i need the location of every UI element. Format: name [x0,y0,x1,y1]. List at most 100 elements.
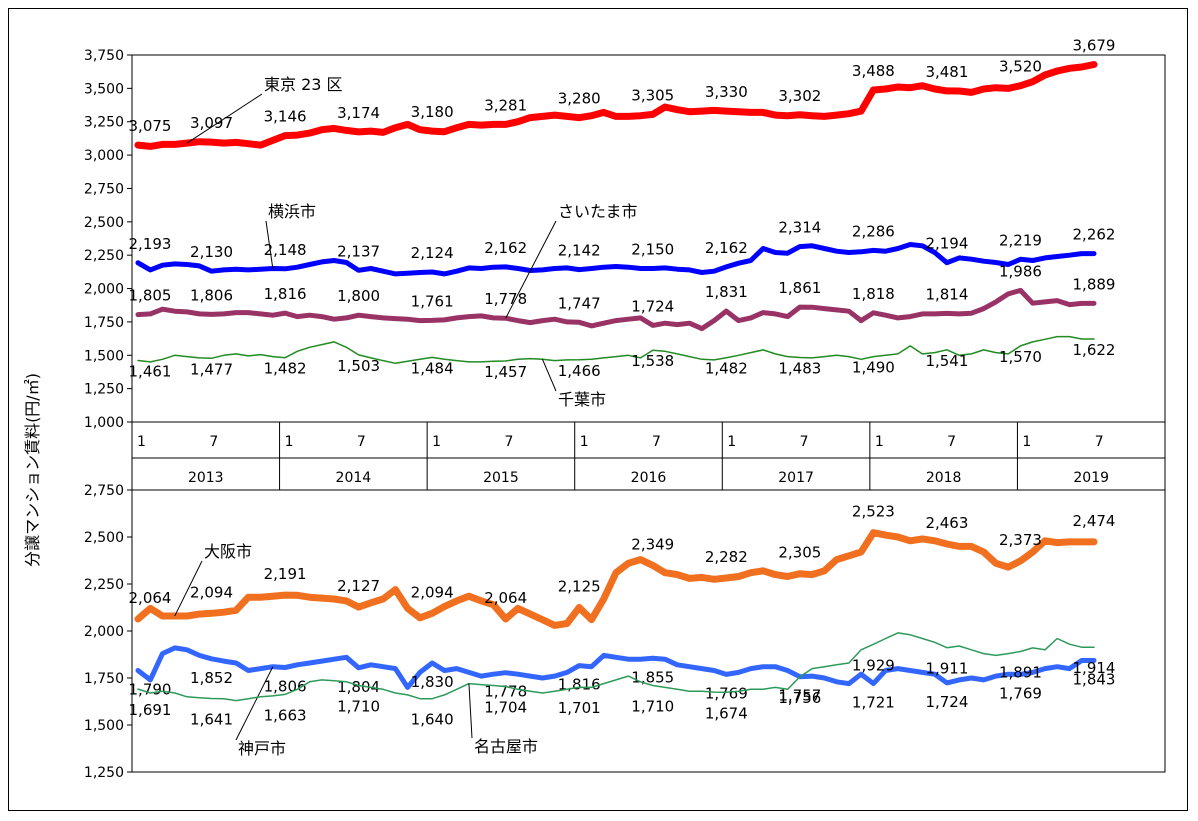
data-label: 1,490 [852,359,895,377]
data-label: 3,330 [705,83,748,101]
data-label: 1,818 [852,285,895,303]
data-label: 2,286 [852,222,895,240]
series-line-nagoya [137,632,1095,702]
year-label: 2018 [926,470,962,486]
data-label: 1,769 [705,684,748,702]
data-label: 1,757 [778,687,821,705]
data-label: 1,816 [558,676,601,694]
y-tick-label: 2,000 [84,624,124,640]
y-tick-label: 2,750 [84,181,124,197]
data-label: 1,761 [411,292,454,310]
data-label: 1,914 [1073,659,1116,677]
data-label: 1,804 [337,678,380,696]
y-tick-label: 2,500 [84,215,124,231]
data-label: 1,482 [264,360,307,378]
y-tick-label: 3,000 [84,148,124,164]
data-label: 1,855 [631,668,674,686]
data-label: 1,769 [999,684,1042,702]
data-label: 3,481 [925,63,968,81]
data-label: 1,929 [852,656,895,674]
data-label: 1,674 [705,704,748,722]
data-label: 1,640 [411,711,454,729]
y-axis-label: 分譲マンション賃料(円/㎡) [23,373,42,567]
month-tick-label: 7 [357,434,366,450]
data-label: 2,262 [1073,226,1116,244]
data-label: 2,162 [705,239,748,257]
data-label: 2,148 [264,241,307,259]
data-label: 2,219 [999,231,1042,249]
data-label: 2,125 [558,578,601,596]
data-label: 2,193 [129,235,172,253]
data-label: 3,520 [999,58,1042,76]
y-tick-label: 1,250 [84,382,124,398]
y-tick-label: 1,750 [84,671,124,687]
series-callout-line [186,93,263,144]
series-callout-line [265,220,274,269]
data-label: 1,889 [1073,275,1116,293]
month-tick-label: 7 [652,434,661,450]
series-name-label: さいたま市 [558,202,638,221]
data-label: 3,305 [631,86,674,104]
data-label: 1,538 [631,352,674,370]
data-label: 1,814 [925,285,968,303]
data-label: 1,861 [778,279,821,297]
month-tick-label: 1 [875,434,884,450]
data-label: 3,488 [852,62,895,80]
month-tick-label: 1 [580,434,589,450]
data-label: 1,477 [190,360,233,378]
data-label: 2,130 [190,243,233,261]
data-label: 2,137 [337,242,380,260]
plot-area-1 [131,54,1166,423]
y-tick-label: 1,750 [84,315,124,331]
data-label: 1,747 [558,294,601,312]
data-label: 1,704 [484,699,527,717]
data-label: 1,778 [484,290,527,308]
data-label: 1,911 [925,660,968,678]
data-label: 2,094 [190,583,233,601]
series-name-label: 千葉市 [558,390,606,409]
year-label: 2016 [631,470,667,486]
data-label: 1,483 [778,360,821,378]
data-label: 2,349 [631,535,674,553]
data-label: 1,503 [337,357,380,375]
data-label: 1,778 [484,683,527,701]
year-label: 2017 [778,470,814,486]
month-tick-label: 1 [137,434,146,450]
year-label: 2013 [188,470,224,486]
month-tick-label: 1 [1022,434,1031,450]
data-label: 3,679 [1073,36,1116,54]
data-label: 2,282 [705,548,748,566]
data-label: 1,805 [129,287,172,305]
data-label: 2,305 [778,544,821,562]
data-label: 1,756 [778,689,821,707]
data-label: 1,691 [129,701,172,719]
month-tick-label: 7 [800,434,809,450]
data-label: 1,663 [264,706,307,724]
data-label: 2,094 [411,583,454,601]
y-tick-label: 2,500 [84,530,124,546]
data-label: 3,302 [778,87,821,105]
y-tick-label: 3,500 [84,81,124,97]
data-label: 1,800 [337,287,380,305]
data-label: 1,622 [1073,341,1116,359]
month-tick-label: 7 [947,434,956,450]
y-tick-label: 2,250 [84,577,124,593]
data-label: 3,146 [264,108,307,126]
series-callout-line [542,359,557,392]
y-tick-label: 2,750 [84,483,124,499]
data-label: 1,986 [999,262,1042,280]
data-label: 2,127 [337,577,380,595]
data-label: 1,461 [129,362,172,380]
y-tick-label: 3,250 [84,115,124,131]
series-callout-line [235,666,274,741]
series-line-kobe [135,645,1097,690]
data-label: 1,891 [999,663,1042,681]
data-label: 2,064 [129,589,172,607]
y-tick-label: 2,250 [84,248,124,264]
data-label: 1,816 [264,285,307,303]
y-tick-label: 2,000 [84,282,124,298]
data-label: 1,710 [631,698,674,716]
data-label: 1,724 [631,297,674,315]
data-label: 1,790 [129,680,172,698]
